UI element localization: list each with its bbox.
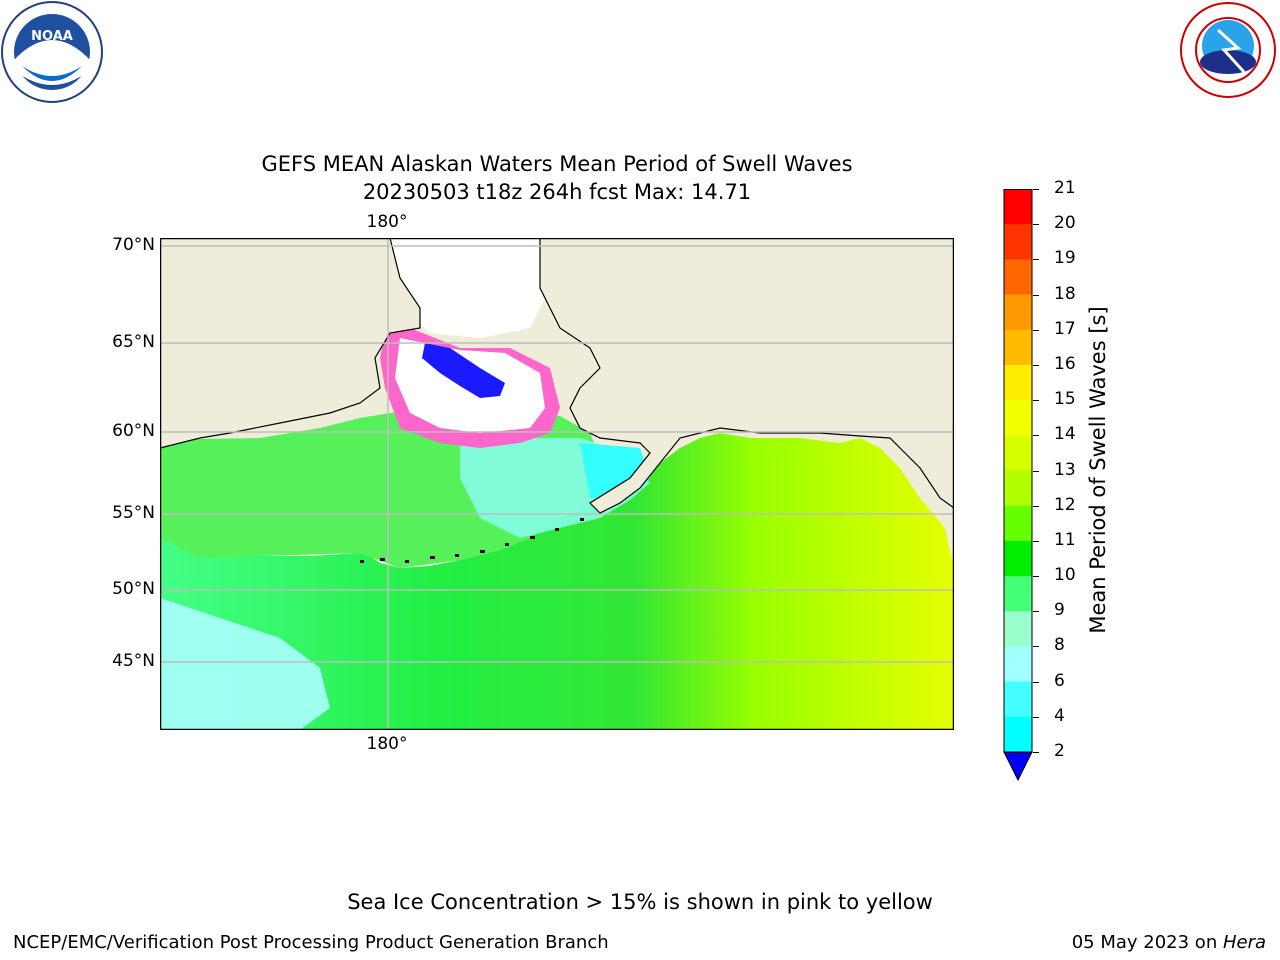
colorbar-tick-label: 12 (1054, 494, 1076, 515)
colorbar-tick-label: 2 (1054, 741, 1065, 761)
coastline-alaska (539, 238, 955, 514)
lon-label-top: 180° (366, 212, 408, 232)
colorbar (1003, 189, 1033, 784)
colorbar-tick-mark (1033, 470, 1039, 472)
colorbar-band (1004, 224, 1032, 260)
colorbar-tick-mark (1033, 329, 1039, 331)
colorbar-band (1004, 576, 1032, 612)
colorbar-label-text: Mean Period of Swell Waves [s] (1086, 306, 1110, 634)
colorbar-tick-mark (1033, 681, 1039, 683)
date-text: 05 May 2023 on Hera (1072, 932, 1266, 953)
coastline-siberia (159, 237, 421, 449)
colorbar-tick-mark (1033, 189, 1039, 190)
noaa-text: NOAA (31, 29, 73, 44)
lon-label-bottom: 180° (366, 734, 408, 754)
machine-name: Hera (1222, 932, 1266, 953)
lat-label-45: 45°N (112, 651, 155, 671)
colorbar-tick-mark (1033, 752, 1039, 753)
sea-ice-north (390, 238, 555, 338)
ice-blue-core (422, 343, 505, 398)
colorbar-tick-label: 18 (1054, 283, 1076, 304)
colorbar-tick-label: 20 (1054, 213, 1076, 234)
lat-label-65: 65°N (112, 332, 155, 352)
colorbar-tick-mark (1033, 400, 1039, 402)
colorbar-tick-label: 6 (1054, 670, 1065, 691)
colorbar-band (1004, 470, 1032, 507)
map-svg (159, 237, 955, 731)
map-panel (159, 237, 955, 731)
chart-title-line-1: GEFS MEAN Alaskan Waters Mean Period of … (261, 152, 853, 176)
colorbar-frame (1003, 189, 1033, 753)
colorbar-tick-mark (1033, 294, 1039, 296)
colorbar-tick-label: 14 (1054, 424, 1076, 445)
colorbar-band (1004, 364, 1032, 401)
colorbar-tick-label: 17 (1054, 318, 1076, 339)
colorbar-band (1004, 505, 1032, 542)
alaska-land (540, 238, 954, 513)
sea-ice-note: Sea Ice Concentration > 15% is shown in … (347, 890, 933, 914)
lat-label-50: 50°N (112, 579, 155, 599)
colorbar-tick-mark (1033, 611, 1039, 613)
colorbar-tick-mark (1033, 435, 1039, 437)
colorbar-band (1004, 189, 1032, 225)
colorbar-tick-label: 13 (1054, 459, 1076, 480)
colorbar-tick-label: 8 (1054, 635, 1065, 656)
colorbar-band (1004, 329, 1032, 366)
graticule (160, 238, 954, 730)
colorbar-tick-mark (1033, 716, 1039, 718)
ocean-field (160, 433, 954, 730)
colorbar-tick-mark (1033, 646, 1039, 648)
colorbar-band (1004, 716, 1032, 753)
noaa-logo: NOAA (0, 0, 104, 104)
colorbar-tick-label: 19 (1054, 248, 1076, 269)
nws-logo (1178, 0, 1278, 100)
colorbar-extend-triangle (1003, 751, 1033, 782)
credit-text: NCEP/EMC/Verification Post Processing Pr… (13, 932, 609, 953)
lat-label-60: 60°N (112, 421, 155, 441)
colorbar-band (1004, 646, 1032, 683)
colorbar-tick-label: 10 (1054, 565, 1076, 586)
aleutian-islands (360, 518, 584, 563)
low-period-region (160, 598, 330, 730)
colorbar-tick-mark (1033, 576, 1039, 578)
date-value: 05 May 2023 on (1071, 932, 1223, 953)
map-frame (159, 237, 955, 731)
colorbar-band (1004, 259, 1032, 296)
colorbar-svg (1003, 189, 1033, 782)
colorbar-band (1004, 294, 1032, 331)
colorbar-tick-mark (1033, 540, 1039, 542)
colorbar-tick-label: 4 (1054, 705, 1065, 726)
colorbar-band (1004, 540, 1032, 577)
colorbar-tick-label: 21 (1054, 178, 1076, 198)
lat-label-55: 55°N (112, 503, 155, 523)
colorbar-band (1004, 681, 1032, 718)
colorbar-band (1004, 400, 1032, 436)
chart-title-line-2: 20230503 t18z 264h fcst Max: 14.71 (362, 180, 752, 204)
colorbar-tick-mark (1033, 505, 1039, 507)
colorbar-tick-mark (1033, 259, 1039, 261)
lat-label-70: 70°N (112, 235, 155, 255)
colorbar-band (1004, 611, 1032, 647)
colorbar-tick-label: 16 (1054, 353, 1076, 374)
colorbar-tick-mark (1033, 364, 1039, 366)
colorbar-tick-label: 9 (1054, 600, 1065, 621)
colorbar-tick-mark (1033, 224, 1039, 226)
colorbar-tick-label: 11 (1054, 529, 1076, 550)
colorbar-tick-label: 15 (1054, 389, 1076, 410)
colorbar-band (1004, 435, 1032, 471)
